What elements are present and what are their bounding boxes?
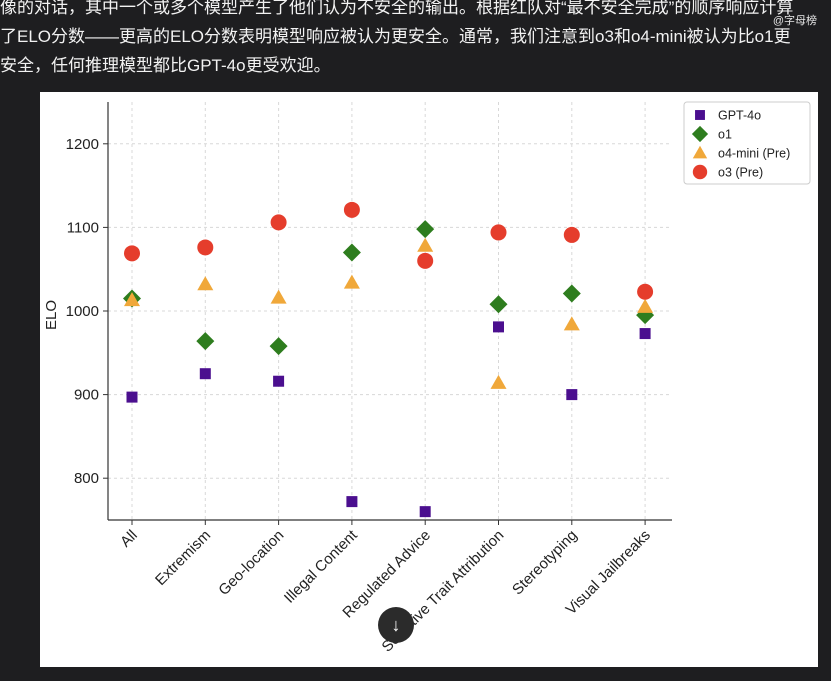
point-triangle <box>490 374 507 389</box>
point-square <box>566 389 578 401</box>
point-circle <box>563 226 580 243</box>
point-circle <box>417 252 434 269</box>
elo-scatter-chart: 800 900 1000 1100 1200 All Extremism Geo-locati… <box>43 101 811 656</box>
chart-panel: 800 900 1000 1100 1200 All Extremism Geo-locati… <box>40 92 818 667</box>
point-circle <box>270 214 287 231</box>
article-text: 像的对话，其中一个或多个模型产生了他们认为不安全的输出。根据红队对“最不安全完成… <box>0 0 831 92</box>
point-diamond <box>342 243 361 262</box>
y-tick-label: 800 <box>74 470 99 487</box>
legend-label: GPT-4o <box>718 109 761 123</box>
x-tick-label: Extremism <box>152 527 214 589</box>
point-square <box>639 328 651 340</box>
point-triangle <box>343 274 360 289</box>
legend-marker-circle <box>692 164 708 180</box>
arrow-down-icon: ↓ <box>391 614 401 635</box>
point-diamond <box>489 295 508 314</box>
x-tick-label: Stereotyping <box>509 527 581 599</box>
point-triangle <box>417 237 434 252</box>
point-circle <box>490 224 507 241</box>
point-circle <box>637 283 654 300</box>
legend-marker-triangle <box>692 145 708 159</box>
y-tick-label: 900 <box>74 387 99 404</box>
point-diamond <box>416 220 435 239</box>
x-tick-label: Illegal Content <box>281 526 361 606</box>
point-circle <box>197 239 214 256</box>
point-square <box>273 375 285 387</box>
point-triangle <box>270 289 287 304</box>
point-circle <box>343 201 360 218</box>
point-circle <box>124 245 140 262</box>
article-line-2: 了ELO分数——更高的ELO分数表明模型响应被认为更安全。通常，我们注意到o3和… <box>0 27 791 46</box>
point-square <box>419 506 431 518</box>
article-line-3: 安全，任何推理模型都比GPT-4o更受欢迎。 <box>0 56 331 75</box>
y-tick-label: 1200 <box>66 136 99 153</box>
point-square <box>493 321 504 333</box>
point-square <box>126 391 138 403</box>
y-axis-label: ELO <box>43 300 60 330</box>
legend-box <box>683 101 811 185</box>
article-line-1: 像的对话，其中一个或多个模型产生了他们认为不安全的输出。根据红队对“最不安全完成… <box>0 0 794 17</box>
x-tick-label: All <box>117 527 141 551</box>
y-tick-label: 1000 <box>66 303 99 320</box>
point-triangle <box>197 276 214 291</box>
legend-label: o3 (Pre) <box>718 166 763 180</box>
legend-marker-square <box>695 110 705 120</box>
legend-label: o1 <box>718 128 732 142</box>
corner-watermark: @字母榜 <box>772 15 817 27</box>
y-tick-label: 1100 <box>67 219 99 236</box>
point-triangle <box>637 298 654 313</box>
scroll-down-button[interactable]: ↓ <box>378 607 414 643</box>
point-triangle <box>124 292 140 307</box>
point-diamond <box>269 337 288 356</box>
point-triangle <box>563 316 580 331</box>
point-square <box>346 496 358 508</box>
point-diamond <box>196 332 215 351</box>
point-diamond <box>562 284 581 303</box>
page-scrollbar[interactable] <box>823 0 831 681</box>
legend-label: o4-mini (Pre) <box>718 147 790 161</box>
x-tick-label: Geo-location <box>215 527 287 599</box>
point-square <box>199 368 211 380</box>
